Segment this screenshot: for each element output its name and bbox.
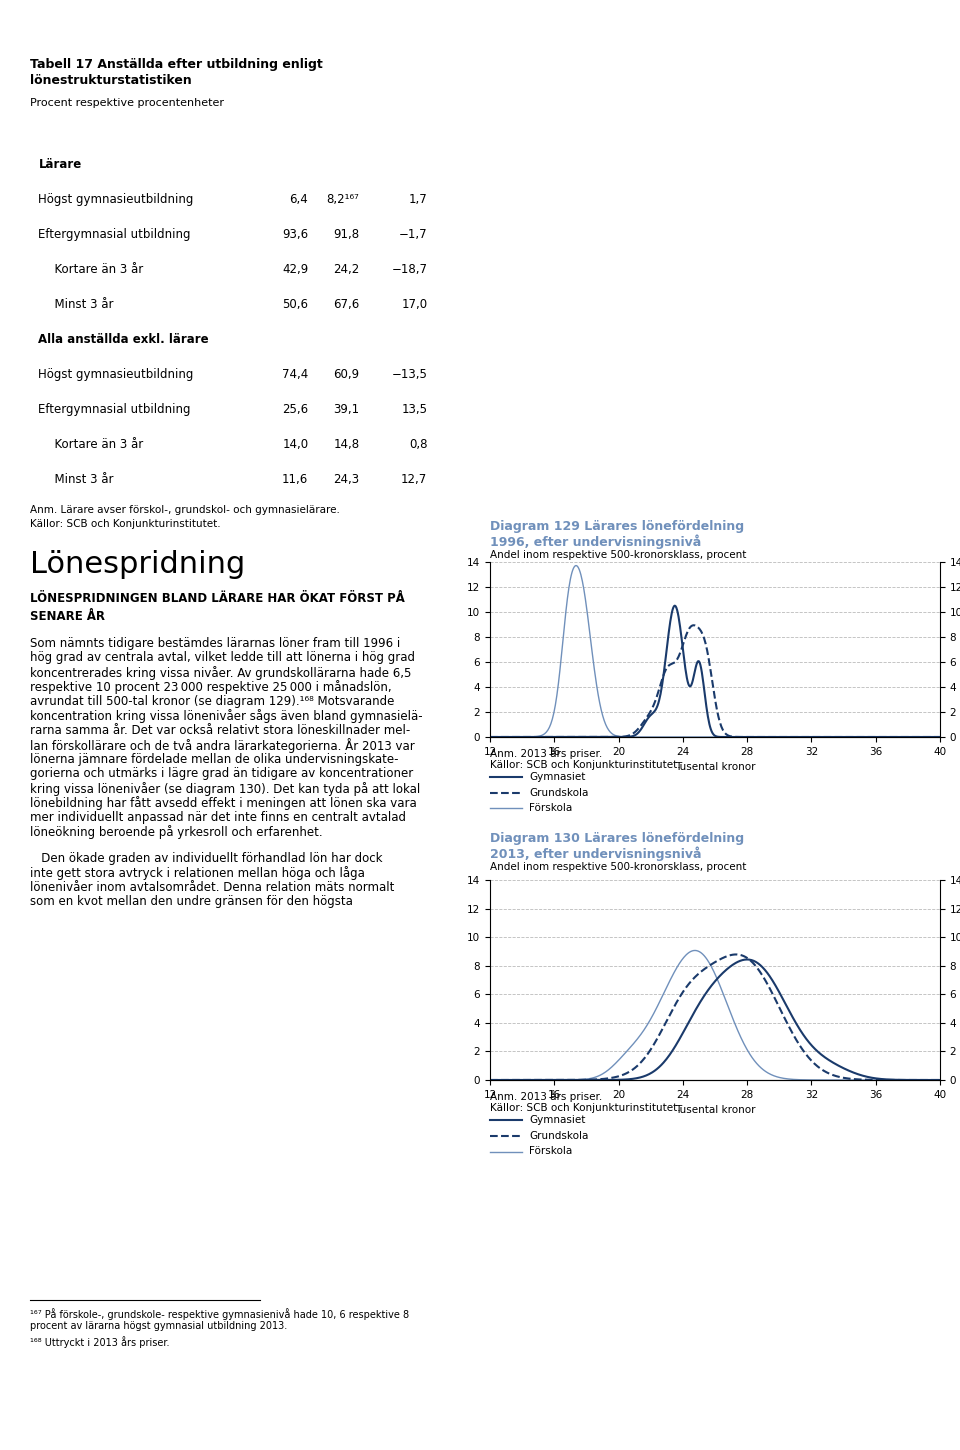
Text: −1,7: −1,7 <box>398 228 427 241</box>
Text: Diagram 130 Lärares lönefördelning: Diagram 130 Lärares lönefördelning <box>490 832 744 845</box>
Text: respektive 10 procent 23 000 respektive 25 000 i månadslön,: respektive 10 procent 23 000 respektive … <box>30 680 392 695</box>
Text: 67,6: 67,6 <box>333 299 359 310</box>
Text: Lönebildningsrapporten 2015  105: Lönebildningsrapporten 2015 105 <box>754 10 946 20</box>
Text: lönerna jämnare fördelade mellan de olika undervisningskate-: lönerna jämnare fördelade mellan de olik… <box>30 753 398 766</box>
Text: 93,6: 93,6 <box>282 228 308 241</box>
Text: avrundat till 500-tal kronor (se diagram 129).¹⁶⁸ Motsvarande: avrundat till 500-tal kronor (se diagram… <box>30 695 395 708</box>
Text: 17,0: 17,0 <box>401 299 427 310</box>
Text: Grundskola: Grundskola <box>529 1131 588 1141</box>
Text: Grundskola: Grundskola <box>529 787 588 798</box>
Text: löneökning beroende på yrkesroll och erfarenhet.: löneökning beroende på yrkesroll och erf… <box>30 825 323 840</box>
Text: ¹⁶⁸ Uttryckt i 2013 års priser.: ¹⁶⁸ Uttryckt i 2013 års priser. <box>30 1335 170 1348</box>
Text: −18,7: −18,7 <box>392 262 427 276</box>
Text: Gymnasiet: Gymnasiet <box>529 1115 586 1125</box>
Text: 24,3: 24,3 <box>333 473 359 486</box>
Text: Källor: SCB och Konjunkturinstitutet.: Källor: SCB och Konjunkturinstitutet. <box>490 760 681 770</box>
Text: gorierna och utmärks i lägre grad än tidigare av koncentrationer: gorierna och utmärks i lägre grad än tid… <box>30 767 413 780</box>
Text: Diagram 129 Lärares lönefördelning: Diagram 129 Lärares lönefördelning <box>490 521 744 534</box>
Text: Förskola: Förskola <box>529 803 572 813</box>
Text: mer individuellt anpassad när det inte finns en centralt avtalad: mer individuellt anpassad när det inte f… <box>30 811 406 824</box>
X-axis label: Tusental kronor: Tusental kronor <box>675 763 756 773</box>
Text: Högst gymnasieutbildning: Högst gymnasieutbildning <box>38 368 194 381</box>
Text: Eftergymnasial utbildning: Eftergymnasial utbildning <box>38 228 191 241</box>
Text: koncentrerades kring vissa nivåer. Av grundskollärarna hade 6,5: koncentrerades kring vissa nivåer. Av gr… <box>30 666 412 680</box>
Text: 0,8: 0,8 <box>409 438 427 451</box>
Text: −13,5: −13,5 <box>392 368 427 381</box>
Text: koncentration kring vissa lönenivåer sågs även bland gymnasielä-: koncentration kring vissa lönenivåer såg… <box>30 709 422 724</box>
Text: lönenivåer inom avtalsområdet. Denna relation mäts normalt: lönenivåer inom avtalsområdet. Denna rel… <box>30 882 395 895</box>
Text: 14,8: 14,8 <box>333 438 359 451</box>
Text: 25,6: 25,6 <box>282 403 308 416</box>
Text: Lärare: Lärare <box>38 158 82 171</box>
Text: Alla anställda exkl. lärare: Alla anställda exkl. lärare <box>38 334 209 347</box>
Text: Gymnasiet: Gymnasiet <box>529 771 586 782</box>
Text: inte gett stora avtryck i relationen mellan höga och låga: inte gett stora avtryck i relationen mel… <box>30 867 365 880</box>
Text: Kortare än 3 år: Kortare än 3 år <box>47 262 143 276</box>
Text: lan förskollärare och de två andra lärarkategorierna. År 2013 var: lan förskollärare och de två andra lärar… <box>30 738 415 754</box>
Text: 13,5: 13,5 <box>401 403 427 416</box>
Text: Högst gymnasieutbildning: Högst gymnasieutbildning <box>38 193 194 206</box>
Text: Eftergymnasial utbildning: Eftergymnasial utbildning <box>38 403 191 416</box>
Text: 39,1: 39,1 <box>333 403 359 416</box>
Text: 50,6: 50,6 <box>282 299 308 310</box>
Text: lönestrukturstatistiken: lönestrukturstatistiken <box>30 74 192 87</box>
Text: 12,7: 12,7 <box>401 473 427 486</box>
Text: 8,2¹⁶⁷: 8,2¹⁶⁷ <box>326 193 359 206</box>
Text: Utbildning: Utbildning <box>38 125 108 138</box>
X-axis label: Tusental kronor: Tusental kronor <box>675 1105 756 1115</box>
Text: 74,4: 74,4 <box>282 368 308 381</box>
Text: Andel inom respektive 500-kronorsklass, procent: Andel inom respektive 500-kronorsklass, … <box>490 550 746 560</box>
Text: 2013, efter undervisningsnivå: 2013, efter undervisningsnivå <box>490 845 702 860</box>
Text: 24,2: 24,2 <box>333 262 359 276</box>
Text: Lönespridning: Lönespridning <box>30 550 245 579</box>
Text: 60,9: 60,9 <box>333 368 359 381</box>
Text: Kortare än 3 år: Kortare än 3 år <box>47 438 143 451</box>
Text: Andel inom respektive 500-kronorsklass, procent: Andel inom respektive 500-kronorsklass, … <box>490 861 746 871</box>
Text: Källor: SCB och Konjunkturinstitutet.: Källor: SCB och Konjunkturinstitutet. <box>30 519 221 529</box>
Text: som en kvot mellan den undre gränsen för den högsta: som en kvot mellan den undre gränsen för… <box>30 896 353 909</box>
Text: 1,7: 1,7 <box>409 193 427 206</box>
Text: 1996, efter undervisningsnivå: 1996, efter undervisningsnivå <box>490 534 701 548</box>
Text: kring vissa lönenivåer (se diagram 130). Det kan tyda på att lokal: kring vissa lönenivåer (se diagram 130).… <box>30 782 420 796</box>
Text: Förändring: Förändring <box>344 125 417 138</box>
Text: Minst 3 år: Minst 3 år <box>47 473 113 486</box>
Text: Källor: SCB och Konjunkturinstitutet.: Källor: SCB och Konjunkturinstitutet. <box>490 1103 681 1114</box>
Text: 14,0: 14,0 <box>282 438 308 451</box>
Text: 2013: 2013 <box>321 125 353 138</box>
Text: LÖNESPRIDNINGEN BLAND LÄRARE HAR ÖKAT FÖRST PÅ
SENARE ÅR: LÖNESPRIDNINGEN BLAND LÄRARE HAR ÖKAT FÖ… <box>30 592 405 623</box>
Text: lönebildning har fått avsedd effekt i meningen att lönen ska vara: lönebildning har fått avsedd effekt i me… <box>30 796 417 811</box>
Text: Förskola: Förskola <box>529 1147 572 1157</box>
Text: 91,8: 91,8 <box>333 228 359 241</box>
Text: 6,4: 6,4 <box>290 193 308 206</box>
Text: ¹⁶⁷ På förskole-, grundskole- respektive gymnasienivå hade 10, 6 respektive 8: ¹⁶⁷ På förskole-, grundskole- respektive… <box>30 1308 409 1320</box>
Text: Anm. 2013 års priser.: Anm. 2013 års priser. <box>490 747 602 758</box>
Text: Anm. Lärare avser förskol-, grundskol- och gymnasielärare.: Anm. Lärare avser förskol-, grundskol- o… <box>30 505 340 515</box>
Text: 42,9: 42,9 <box>282 262 308 276</box>
Text: Tabell 17 Anställda efter utbildning enligt: Tabell 17 Anställda efter utbildning enl… <box>30 58 323 71</box>
Text: 1996: 1996 <box>269 125 302 138</box>
Text: Anm. 2013 års priser.: Anm. 2013 års priser. <box>490 1090 602 1102</box>
Text: Som nämnts tidigare bestämdes lärarnas löner fram till 1996 i: Som nämnts tidigare bestämdes lärarnas l… <box>30 637 400 650</box>
Text: procent av lärarna högst gymnasial utbildning 2013.: procent av lärarna högst gymnasial utbil… <box>30 1321 287 1331</box>
Text: hög grad av centrala avtal, vilket ledde till att lönerna i hög grad: hög grad av centrala avtal, vilket ledde… <box>30 651 415 664</box>
Text: rarna samma år. Det var också relativt stora löneskillnader mel-: rarna samma år. Det var också relativt s… <box>30 724 410 737</box>
Text: 11,6: 11,6 <box>282 473 308 486</box>
Text: Den ökade graden av individuellt förhandlad lön har dock: Den ökade graden av individuellt förhand… <box>30 853 382 866</box>
Text: Procent respektive procentenheter: Procent respektive procentenheter <box>30 99 224 107</box>
Text: Minst 3 år: Minst 3 år <box>47 299 113 310</box>
